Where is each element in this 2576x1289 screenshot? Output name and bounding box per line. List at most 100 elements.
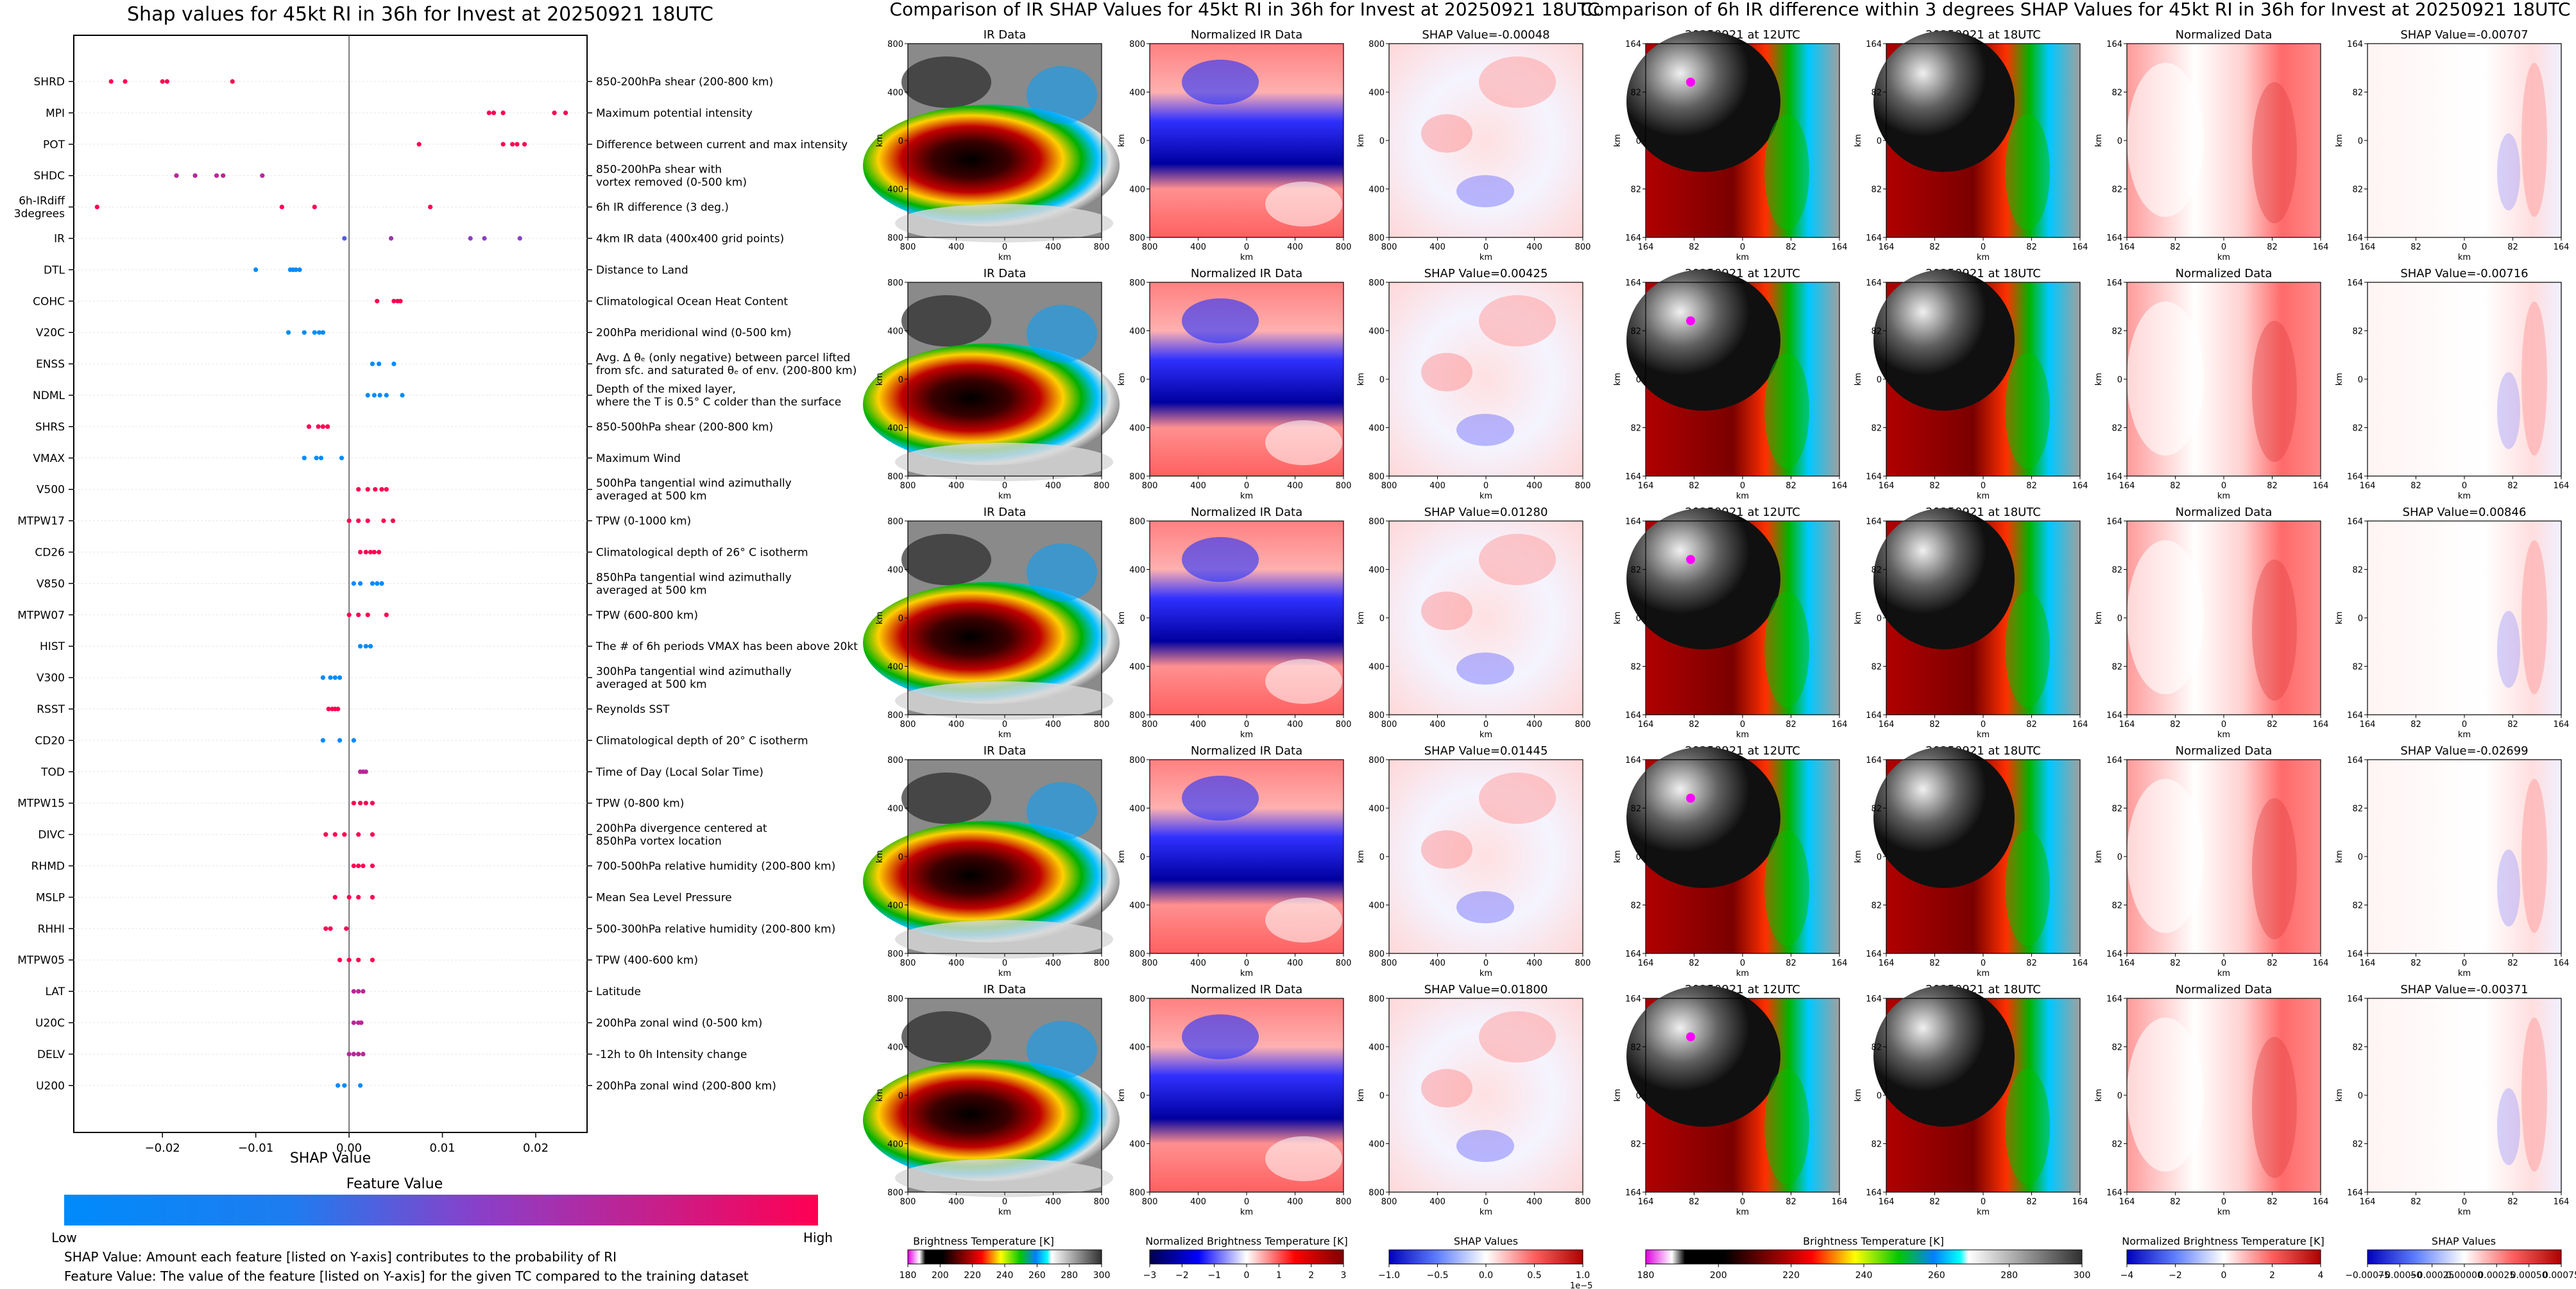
x-tick-label: 82 — [1689, 1197, 1700, 1207]
image-feature — [1764, 114, 1809, 230]
y-tick-label: 800 — [1129, 1188, 1145, 1198]
y-axis-label: km — [1613, 373, 1623, 386]
irdiff-panel-r0-c2: Normalized Data1641648282008282164164kmk… — [2094, 28, 2328, 262]
shap-point-POT-1 — [500, 142, 506, 147]
y-axis-label: km — [2094, 1089, 2104, 1102]
x-tick-label: 400 — [1190, 243, 1206, 252]
y-axis-label: km — [2335, 134, 2344, 147]
x-tick-label: 82 — [1929, 243, 1940, 252]
y-tick-label: 400 — [1369, 663, 1385, 672]
colorbar-tick-label: 2 — [2269, 1270, 2275, 1281]
irdiff-panel-r2-c3: SHAP Value=0.008461641648282008282164164… — [2335, 506, 2569, 740]
panel-frame — [1149, 998, 1344, 1193]
colorbar-tick-label: 2 — [1308, 1270, 1314, 1281]
x-tick-label: 0 — [2221, 720, 2226, 730]
image-feature — [2005, 1069, 2050, 1184]
y-axis-label: km — [1356, 611, 1366, 624]
image-feature — [1182, 776, 1259, 821]
y-tick-label: 800 — [887, 756, 903, 765]
shap-point-U200-0 — [336, 1083, 341, 1088]
shap-point-NDML-3 — [384, 393, 389, 398]
image-feature — [1873, 269, 2015, 411]
x-tick-label: 400 — [1287, 720, 1303, 730]
feature-label-10: NDML — [33, 389, 65, 402]
y-tick-label: 164 — [2106, 711, 2122, 721]
feature-label-18: HIST — [40, 640, 65, 653]
panel-title: SHAP Value=-0.02699 — [2400, 744, 2528, 758]
colorbar-tick-label: 280 — [1061, 1270, 1078, 1281]
x-axis-label: km — [1736, 253, 1749, 262]
x-tick-label: 82 — [1689, 481, 1700, 491]
y-tick-label: 164 — [2347, 994, 2363, 1004]
y-tick-label: 164 — [2347, 40, 2363, 49]
feature-label-22: TOD — [40, 766, 65, 779]
y-tick-label: 400 — [1129, 424, 1145, 434]
y-tick-label: 400 — [1369, 89, 1385, 98]
y-axis-label: km — [875, 850, 885, 863]
x-tick-label: 0 — [1981, 481, 1986, 491]
image-feature — [2497, 133, 2520, 210]
feature-description-26: Mean Sea Level Pressure — [596, 891, 732, 904]
x-axis-label: km — [1480, 491, 1492, 501]
y-axis-label: km — [1613, 850, 1623, 863]
image-feature — [863, 1059, 1120, 1181]
y-tick-label: 400 — [1369, 901, 1385, 911]
shap-point-SHRD-3 — [164, 79, 170, 84]
panel-frame — [1886, 43, 2081, 238]
x-tick-label: 0 — [1002, 481, 1007, 491]
x-tick-label: 800 — [1142, 959, 1158, 968]
y-tick-label: 82 — [2111, 1043, 2122, 1053]
x-axis-label: km — [998, 253, 1011, 262]
feature-description-19: 300hPa tangential wind azimuthally — [596, 665, 792, 678]
image-feature — [1479, 1011, 1556, 1063]
shap-point-DIVC-2 — [342, 832, 347, 837]
feature-label-25: RHMD — [31, 860, 65, 873]
x-tick-label: 82 — [1786, 959, 1796, 968]
panel-title: Normalized Data — [2176, 506, 2273, 519]
image-feature — [901, 534, 991, 585]
irdiff-panel-r1-c1: 20250921 at 18UTC1641648282008282164164k… — [1854, 267, 2088, 501]
shap-points — [94, 79, 568, 1088]
x-tick-label: 164 — [2313, 481, 2329, 491]
shap-point-MSLP-3 — [370, 894, 375, 900]
colorbar-tick-label: 300 — [1093, 1270, 1111, 1281]
x-tick-label: 800 — [1094, 243, 1110, 252]
panel-title: IR Data — [984, 983, 1027, 996]
shap-diff-image — [2367, 998, 2561, 1192]
shap-diff-image — [2367, 521, 2561, 715]
shap-point-SHRD-2 — [160, 79, 165, 84]
irdiff-panel-r3-c3: SHAP Value=-0.02699164164828200828216416… — [2335, 744, 2569, 978]
ir-colorbars: Brightness Temperature [K] 180 200 220 240 2… — [900, 1235, 1593, 1289]
x-tick-label: 82 — [2170, 481, 2181, 491]
x-axis-label: km — [1977, 969, 1990, 978]
shap-point-SHRS-0 — [306, 424, 312, 429]
y-tick-label: 0 — [1379, 614, 1385, 624]
x-tick-label: 82 — [2170, 720, 2181, 730]
shap-point-MTPW17-3 — [381, 518, 386, 524]
x-tick-label: 800 — [1142, 1197, 1158, 1207]
ir-panel-r1-c2: SHAP Value=0.004258008004004000040040080… — [1356, 267, 1591, 501]
x-tick-label: 164 — [1832, 243, 1848, 252]
feature-label-16: V850 — [37, 577, 65, 590]
x-tick-label: 800 — [1336, 481, 1352, 491]
x-tick-label: 0.00 — [336, 1141, 362, 1155]
x-tick-label: 0 — [1483, 1197, 1488, 1207]
y-tick-label: 164 — [1866, 756, 1882, 765]
x-tick-label: 164 — [2072, 959, 2088, 968]
panel-frame — [907, 43, 1102, 238]
feature-description-31: -12h to 0h Intensity change — [596, 1048, 747, 1061]
x-tick-label: 400 — [1526, 1197, 1542, 1207]
y-tick-label: 164 — [2347, 950, 2363, 959]
y-tick-label: 800 — [887, 994, 903, 1004]
shap-point-V850-0 — [351, 581, 356, 586]
shap-point-CD20-2 — [351, 738, 356, 743]
shap-point-V850-1 — [357, 581, 363, 586]
irdiff-section-title: Comparison of 6h IR difference within 3 … — [1581, 0, 2571, 20]
ir-panel-r4-c2: SHAP Value=0.018008008004004000040040080… — [1356, 983, 1591, 1217]
colorbar-tick-label: 300 — [2074, 1270, 2091, 1281]
x-tick-label: 400 — [1287, 1197, 1303, 1207]
y-axis-label: km — [875, 134, 885, 147]
shap-point-V20C-0 — [286, 330, 291, 335]
